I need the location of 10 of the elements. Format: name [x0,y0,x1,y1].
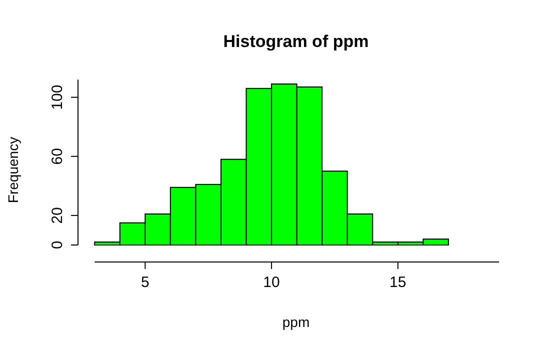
x-tick-label: 15 [390,274,406,291]
y-tick-label: 60 [49,148,66,165]
x-tick-label: 10 [263,274,280,291]
y-tick-label: 100 [49,84,66,110]
chart-title: Histogram of ppm [223,32,369,51]
x-axis-title: ppm [282,314,310,330]
y-tick-label: 0 [49,240,66,250]
y-tick-label: 20 [49,207,66,224]
y-axis-title: Frequency [5,136,21,204]
x-tick-label: 5 [140,274,150,291]
